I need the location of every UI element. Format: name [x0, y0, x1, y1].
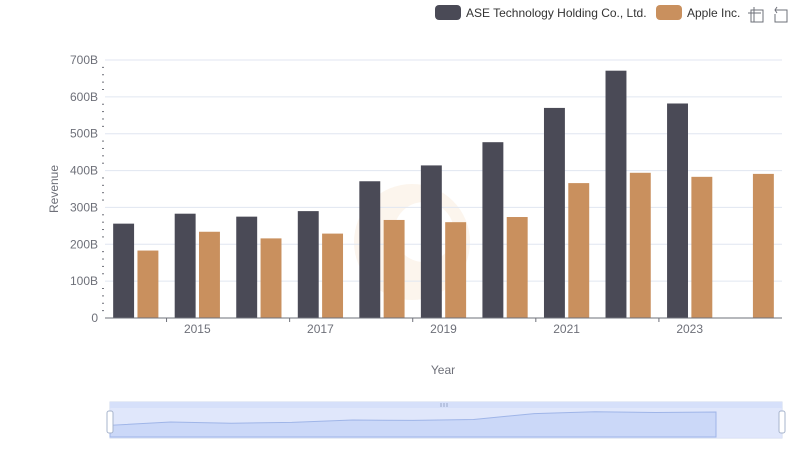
legend: ASE Technology Holding Co., Ltd. Apple I…: [435, 5, 740, 20]
bar-ase-2015[interactable]: [174, 213, 196, 318]
data-zoom-preview-area: [109, 411, 717, 438]
bar-ase-2016[interactable]: [236, 216, 258, 318]
bar-ase-2014[interactable]: [113, 223, 135, 318]
data-zoom-left-handle[interactable]: [106, 410, 114, 434]
x-tick-label: 2021: [553, 322, 580, 336]
x-axis: 2015 2017 2019 2021 2023: [166, 318, 703, 336]
legend-label-apple: Apple Inc.: [687, 6, 740, 20]
y-tick-label: 300B: [70, 200, 98, 214]
bar-apple-2015[interactable]: [199, 231, 220, 318]
drag-handle-icon[interactable]: [440, 403, 448, 407]
bar-apple-2019[interactable]: [445, 222, 467, 318]
x-tick-label: 2015: [184, 322, 211, 336]
data-zoom-right-handle[interactable]: [778, 410, 786, 434]
x-axis-title: Year: [431, 363, 455, 377]
bar-ase-2020[interactable]: [482, 142, 504, 318]
bar-ase-2022[interactable]: [605, 70, 627, 318]
bar-apple-2020[interactable]: [506, 217, 528, 318]
bar-ase-2018[interactable]: [359, 181, 381, 318]
bar-ase-2023[interactable]: [667, 103, 688, 319]
bar-ase-2019[interactable]: [420, 165, 442, 318]
restore-icon[interactable]: [774, 6, 788, 23]
bar-apple-2018[interactable]: [383, 219, 405, 318]
legend-swatch-ase: [435, 5, 461, 20]
legend-item-apple[interactable]: Apple Inc.: [656, 5, 740, 20]
y-tick-label: 100B: [70, 274, 98, 288]
bar-apple-2024[interactable]: [752, 173, 774, 318]
y-axis: 0 100B 200B 300B 400B 500B 600B 700B: [70, 53, 104, 325]
legend-swatch-apple: [656, 5, 682, 20]
bar-apple-2022[interactable]: [629, 172, 651, 318]
bar-apple-2023[interactable]: [691, 176, 713, 318]
y-axis-title: Revenue: [47, 165, 61, 213]
zoom-icon[interactable]: [748, 7, 764, 23]
bar-ase-2021[interactable]: [543, 107, 565, 319]
y-tick-label: 0: [91, 311, 98, 325]
bar-apple-2017[interactable]: [322, 233, 344, 318]
y-tick-label: 500B: [70, 127, 98, 141]
bar-apple-2016[interactable]: [260, 238, 282, 318]
data-zoom-top-bar[interactable]: [110, 402, 782, 408]
legend-item-ase[interactable]: ASE Technology Holding Co., Ltd.: [435, 5, 647, 20]
y-tick-label: 400B: [70, 164, 98, 178]
y-tick-label: 200B: [70, 237, 98, 251]
x-tick-label: 2023: [676, 322, 703, 336]
bars: [113, 70, 774, 319]
x-tick-label: 2019: [430, 322, 457, 336]
y-tick-label: 600B: [70, 90, 98, 104]
bar-ase-2017[interactable]: [297, 211, 319, 318]
y-tick-label: 700B: [70, 53, 98, 67]
data-zoom-slider[interactable]: [106, 401, 786, 439]
bar-apple-2021[interactable]: [568, 183, 590, 318]
x-tick-label: 2017: [307, 322, 334, 336]
legend-label-ase: ASE Technology Holding Co., Ltd.: [466, 6, 647, 20]
bar-apple-2014[interactable]: [137, 250, 159, 318]
